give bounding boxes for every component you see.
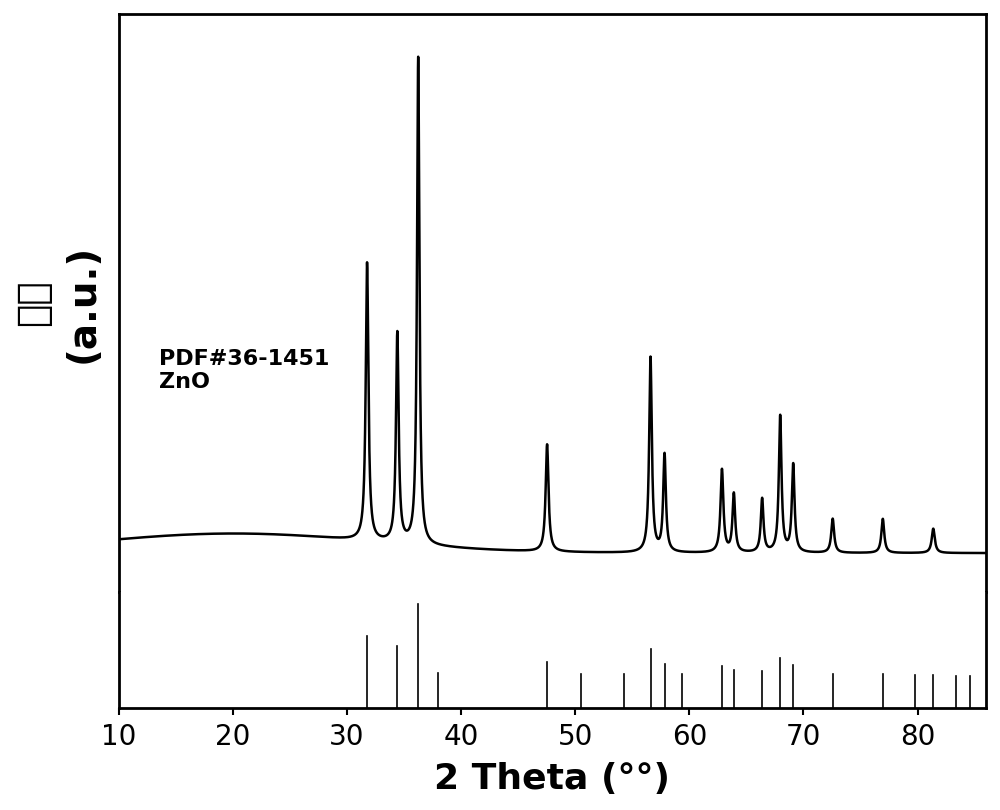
Y-axis label: 强度
(a.u.): 强度 (a.u.): [14, 243, 102, 363]
X-axis label: 2 Theta (°°): 2 Theta (°°): [434, 762, 670, 796]
Text: PDF#36-1451
ZnO: PDF#36-1451 ZnO: [159, 349, 329, 392]
